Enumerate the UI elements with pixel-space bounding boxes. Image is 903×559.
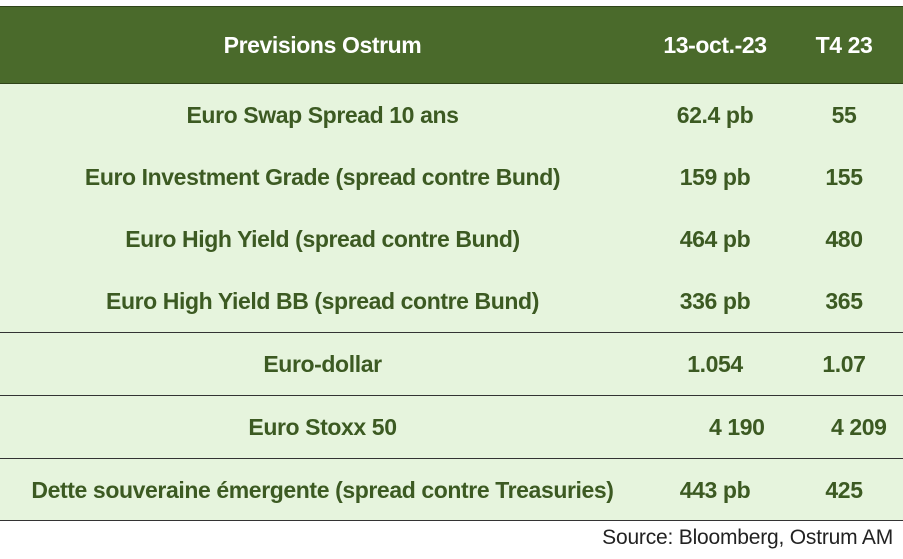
row-q4-value: 480	[825, 225, 863, 252]
table-row: Euro High Yield (spread contre Bund) 464…	[0, 208, 903, 270]
row-q4-value: 1.07	[822, 350, 866, 377]
row-label: Euro-dollar	[263, 350, 382, 377]
row-label: Euro High Yield BB (spread contre Bund)	[106, 287, 539, 314]
row-date-value: 4 190	[709, 413, 765, 440]
table-row: Euro-dollar 1.054 1.07	[0, 332, 903, 395]
header-label: Previsions Ostrum	[223, 31, 422, 58]
table-row: Euro Stoxx 50 4 190 4 209	[0, 395, 903, 458]
row-q4-value: 55	[831, 101, 857, 128]
table-row: Euro Investment Grade (spread contre Bun…	[0, 146, 903, 208]
row-q4-value: 155	[825, 163, 863, 190]
table-row: Euro High Yield BB (spread contre Bund) …	[0, 270, 903, 332]
row-date-value: 62.4 pb	[676, 101, 754, 128]
table-header: Previsions Ostrum 13-oct.-23 T4 23	[0, 6, 903, 84]
header-q4: T4 23	[815, 31, 873, 58]
row-label: Euro Investment Grade (spread contre Bun…	[84, 163, 561, 190]
row-label: Euro Stoxx 50	[248, 413, 397, 440]
source-note: Source: Bloomberg, Ostrum AM	[602, 526, 893, 549]
row-q4-value: 4 209	[831, 413, 887, 440]
forecast-table: Previsions Ostrum 13-oct.-23 T4 23 Euro …	[0, 6, 903, 521]
table-bottom-border	[0, 520, 903, 521]
row-label: Euro Swap Spread 10 ans	[186, 101, 459, 128]
row-date-value: 159 pb	[679, 163, 751, 190]
table-row: Euro Swap Spread 10 ans 62.4 pb 55	[0, 84, 903, 146]
row-date-value: 336 pb	[679, 287, 751, 314]
row-date-value: 443 pb	[679, 476, 751, 503]
header-date: 13-oct.-23	[663, 31, 767, 58]
row-date-value: 1.054	[687, 350, 743, 377]
row-date-value: 464 pb	[679, 225, 751, 252]
row-q4-value: 365	[825, 287, 863, 314]
row-label: Dette souveraine émergente (spread contr…	[31, 476, 614, 503]
row-q4-value: 425	[825, 476, 863, 503]
table-row: Dette souveraine émergente (spread contr…	[0, 458, 903, 521]
row-label: Euro High Yield (spread contre Bund)	[125, 225, 520, 252]
